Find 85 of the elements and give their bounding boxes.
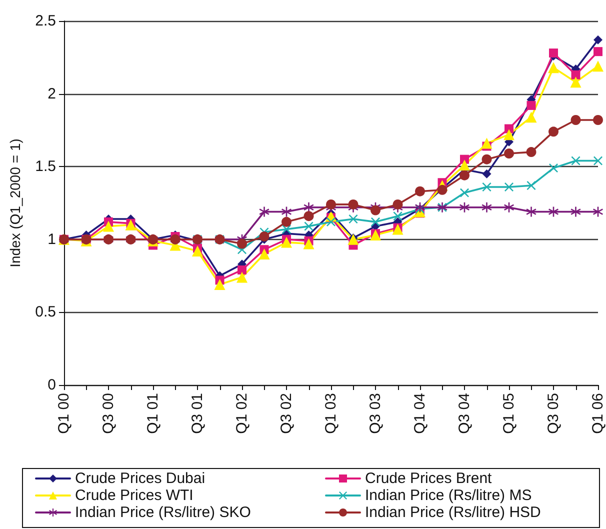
point (282, 224, 291, 234)
point (592, 60, 604, 72)
point (571, 70, 580, 80)
x-tick-label: Q3 02 (278, 393, 295, 434)
point (348, 214, 358, 224)
legend-label: Indian Price (Rs/litre) MS (365, 487, 532, 504)
point (282, 206, 292, 217)
point (282, 216, 292, 227)
point (326, 199, 336, 210)
point (192, 246, 203, 257)
point (526, 100, 536, 110)
y-tick-label: 2 (48, 85, 56, 102)
point (459, 160, 470, 171)
point (370, 230, 381, 241)
y-tick-label: 0 (48, 376, 56, 394)
point (570, 206, 581, 217)
point (570, 115, 581, 126)
point (460, 170, 470, 180)
y-axis-title: Index (Q1_2000 = 1) (7, 138, 23, 268)
point (548, 62, 559, 74)
x-tick-label: Q1 04 (412, 393, 428, 434)
point (103, 220, 114, 232)
x-tick-label: Q3 00 (100, 393, 117, 434)
y-tick-label: 2.5 (35, 12, 56, 30)
x-tick-label: Q1 01 (144, 393, 162, 434)
legend-label: Crude Prices Brent (365, 470, 493, 487)
point (259, 231, 270, 242)
point (214, 279, 226, 290)
point (392, 224, 404, 235)
point (125, 219, 136, 230)
point (238, 265, 246, 274)
x-tick-label: Q1 02 (234, 393, 250, 434)
point (594, 156, 602, 166)
x-tick-label: Q3 05 (545, 393, 562, 434)
point (415, 186, 425, 196)
point (481, 138, 492, 149)
point (348, 199, 358, 210)
legend-label: Crude Prices Dubai (75, 470, 206, 487)
x-tick-label: Q3 01 (189, 393, 206, 434)
x-tick-label: Q1 00 (56, 393, 72, 434)
point (304, 211, 314, 222)
point (259, 206, 270, 217)
point (548, 206, 558, 217)
point (482, 169, 492, 178)
point (482, 202, 492, 212)
point (526, 112, 537, 123)
point (482, 154, 492, 164)
point (526, 181, 536, 190)
point (504, 124, 514, 134)
point (526, 206, 536, 217)
point (593, 206, 603, 217)
point (526, 147, 536, 158)
point (393, 212, 402, 221)
point (236, 272, 248, 283)
point (460, 188, 469, 198)
point (237, 238, 247, 249)
point (549, 48, 558, 58)
point (392, 199, 403, 210)
legend-label: Crude Prices WTI (75, 487, 194, 504)
y-tick-label: 1 (48, 230, 56, 248)
point (504, 148, 514, 158)
point (303, 238, 314, 250)
point (348, 234, 359, 245)
point (548, 126, 558, 137)
point (370, 205, 380, 216)
x-tick-label: Q3 04 (456, 393, 473, 434)
x-tick-label: Q1 05 (500, 393, 518, 434)
point (570, 76, 582, 88)
legend-label: Indian Price (Rs/litre) HSD (365, 504, 542, 521)
point (594, 47, 602, 56)
y-tick-label: 1.5 (35, 158, 56, 176)
point (460, 202, 470, 212)
point (504, 129, 514, 140)
y-tick-label: 0.5 (35, 304, 56, 321)
point (504, 202, 514, 212)
point (594, 35, 602, 44)
x-tick-label: Q1 06 (590, 393, 606, 434)
point (281, 236, 292, 248)
point (258, 248, 270, 260)
x-tick-label: Q3 03 (367, 393, 384, 434)
point (304, 202, 314, 212)
point (482, 182, 492, 192)
legend-label: Indian Price (Rs/litre) SKO (75, 504, 251, 521)
point (593, 115, 603, 126)
x-tick-label: Q1 03 (322, 393, 340, 434)
